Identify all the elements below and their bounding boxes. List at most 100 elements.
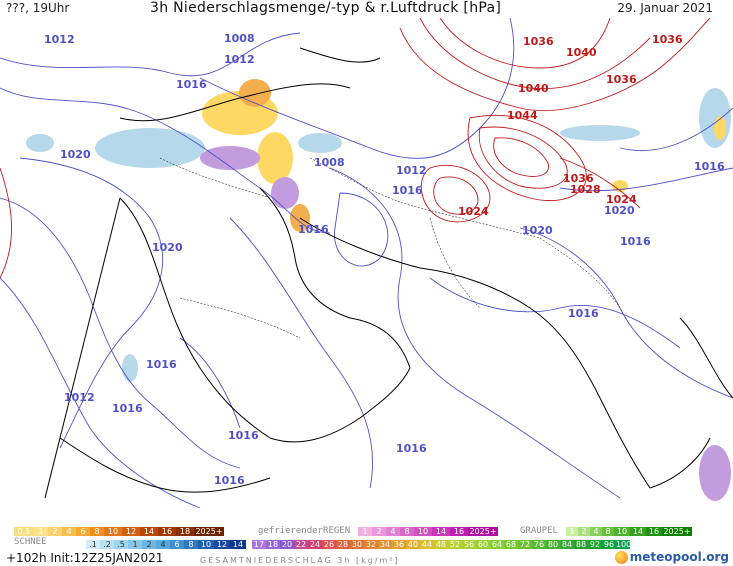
total-step: 92 [588,540,602,549]
rain-step: 14 [140,527,158,536]
total-precip-scale-bar: 17 18 20 22 24 26 28 30 32 34 36 40 44 48 52 56 60 64 68 72… [252,540,631,549]
graupel-step: 16 [646,527,662,536]
isobar-label: 1012 [224,53,255,66]
map-date: 29. Januar 2021 [617,1,713,15]
snow-label: SCHNEE [14,537,47,547]
coastlines [44,47,733,499]
total-step: 34 [378,540,392,549]
snow-step: 4 [156,540,170,549]
brand-logo[interactable]: meteopool.org [614,550,729,564]
isobar-line [0,87,331,234]
freezing-step: 4 [386,527,400,536]
total-step: 84 [560,540,574,549]
isobar-label: 1008 [224,32,255,45]
isobar-label: 1040 [566,46,597,59]
total-precip-label: GESAMTNIEDERSCHLAG 3h [kg/m²] [200,556,400,565]
total-step: 30 [350,540,364,549]
isobar-line [0,32,301,77]
isobar-line [19,157,164,449]
rain-step: 18 [176,527,194,536]
freezing-step: 14 [432,527,450,536]
total-step: 17 [252,540,266,549]
snow-step: .5 [114,540,128,549]
isobar-label: 1016 [176,78,207,91]
border-line [159,157,271,199]
rain-scale-bar: 0.1 1 2 4 6 8 10 12 14 16 18 2025+ [14,527,224,536]
isobar-line [478,126,568,189]
total-step: 80 [546,540,560,549]
freezing-step: 8 [400,527,414,536]
snow-scale-bar: .1 .2 .5 1 2 4 6 8 10 12 14 [86,540,246,549]
precip-legend: 0.1 1 2 4 6 8 10 12 14 16 18 2025+ gefri… [0,523,733,566]
isobar-labels: 1012 1008 1012 1016 1020 1008 1012 1016 … [44,32,725,487]
snow-step: 1 [128,540,142,549]
total-step: 64 [490,540,504,549]
total-step: 68 [504,540,518,549]
total-step: 72 [518,540,532,549]
total-step: 60 [476,540,490,549]
precip-area [200,146,260,170]
isobar-label: 1016 [112,402,143,415]
total-step: 48 [434,540,448,549]
isobar-line [329,167,621,499]
total-step: 22 [294,540,308,549]
rain-step: 10 [104,527,122,536]
brand-name: meteopool.org [629,550,729,564]
africa-coast [59,437,271,493]
graupel-step: 2 [578,527,590,536]
isobar-line [519,227,733,399]
isobar-line [0,277,201,509]
freezing-step: 1 [358,527,372,536]
bengal-coast [679,317,733,399]
graupel-step: 4 [590,527,602,536]
total-step: 20 [280,540,294,549]
isobar-line [420,164,491,223]
isobar-label: 1036 [652,33,683,46]
init-time-label: +102h Init:12Z25JAN2021 [6,551,164,565]
total-step: 18 [266,540,280,549]
isobar-label: 1016 [620,235,651,248]
isobar-label: 1020 [522,224,553,237]
total-step: 36 [392,540,406,549]
isobar-line [619,107,733,152]
isobar-label: 1036 [606,73,637,86]
map-title: 3h Niederschlagsmenge/-typ & r.Luftdruck… [150,0,502,16]
graupel-step: 14 [630,527,646,536]
isobar-line [0,197,241,469]
total-step: 26 [322,540,336,549]
precip-area [271,177,299,209]
border-line [179,297,301,339]
isobar-label: 1008 [314,156,345,169]
isobar-line [493,137,549,177]
isobar-line [399,18,711,112]
border-line [309,157,541,239]
isobar-label: 1036 [563,172,594,185]
freezing-scale-bar: 1 2 4 8 10 14 16 2025+ [358,527,498,536]
graupel-step: 1 [566,527,578,536]
border-line [539,237,621,309]
graupel-step: 8 [602,527,614,536]
isobar-line [419,18,651,90]
red-sea-coast [44,197,121,499]
isobar-label: 1016 [568,307,599,320]
isobar-line [559,157,641,209]
freezing-step: 2025+ [468,527,498,536]
precip-area [699,445,731,501]
total-step: 96 [602,540,616,549]
snow-step: 2 [142,540,156,549]
isobar-line [559,167,733,192]
isobars-high [0,18,711,279]
rain-step: 4 [62,527,76,536]
graupel-step: 2025+ [662,527,692,536]
isobar-line [429,277,681,349]
total-step: 88 [574,540,588,549]
black-sea-coast [299,47,381,63]
precip-area [298,133,342,153]
freezing-rain-label: gefrierenderREGEN [258,526,351,536]
isobar-label: 1016 [146,358,177,371]
map-canvas[interactable]: 1012 1008 1012 1016 1020 1008 1012 1016 … [0,18,733,523]
precip-area [95,128,205,168]
precip-area [26,134,54,152]
freezing-step: 10 [414,527,432,536]
total-step: 24 [308,540,322,549]
